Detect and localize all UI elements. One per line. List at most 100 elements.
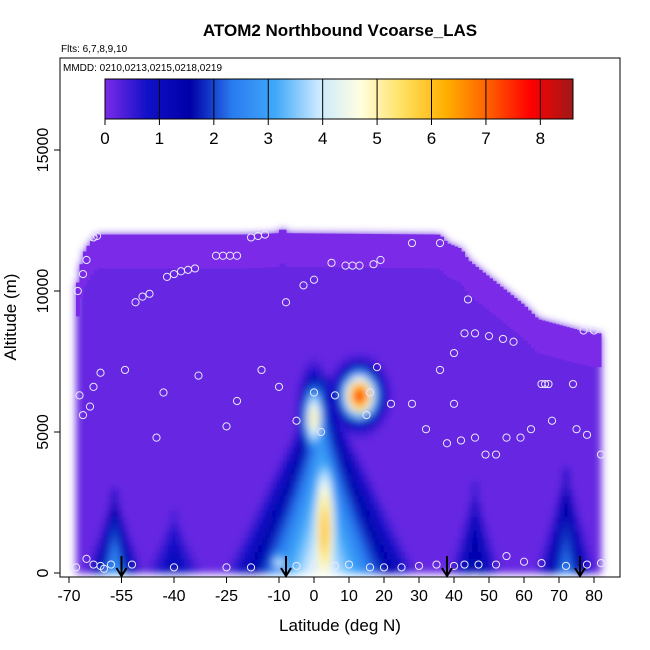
heatmap-cell <box>149 417 154 426</box>
heatmap-cell <box>429 410 434 419</box>
heatmap-cell <box>167 537 171 546</box>
heatmap-cell <box>244 389 248 398</box>
heatmap-cell <box>240 354 245 362</box>
heatmap-cell <box>401 509 406 518</box>
heatmap-cell <box>111 446 115 454</box>
heatmap-cell <box>321 558 325 567</box>
heatmap-cell <box>352 291 357 299</box>
heatmap-cell <box>314 488 318 496</box>
heatmap-cell <box>258 319 262 327</box>
heatmap-cell <box>282 283 287 292</box>
heatmap-cell <box>209 474 213 482</box>
heatmap-cell <box>230 389 234 398</box>
heatmap-cell <box>100 417 105 426</box>
heatmap-cell <box>205 509 210 518</box>
heatmap-cell <box>384 424 388 433</box>
heatmap-cell <box>293 269 297 278</box>
heatmap-cell <box>128 269 133 278</box>
heatmap-cell <box>223 396 227 405</box>
heatmap-cell <box>380 410 385 419</box>
heatmap-cell <box>429 446 434 454</box>
heatmap-cell <box>135 424 140 433</box>
heatmap-cell <box>181 432 185 440</box>
heatmap-cell <box>422 333 427 341</box>
heatmap-cell <box>100 333 105 341</box>
heatmap-cell <box>195 396 199 405</box>
heatmap-cell <box>104 403 108 412</box>
heatmap-cell <box>258 467 262 475</box>
heatmap-cell <box>160 333 164 341</box>
heatmap-cell <box>205 530 210 539</box>
heatmap-cell <box>198 446 203 454</box>
heatmap-cell <box>240 396 245 405</box>
heatmap-cell <box>135 565 140 574</box>
heatmap-cell <box>328 269 332 278</box>
heatmap-cell <box>268 439 273 447</box>
heatmap-cell <box>394 453 399 461</box>
heatmap-cell <box>377 481 381 489</box>
heatmap-cell <box>310 551 315 560</box>
heatmap-cell <box>244 516 248 525</box>
heatmap-cell <box>261 368 266 377</box>
heatmap-cell <box>405 368 409 377</box>
heatmap-cell <box>233 417 238 426</box>
heatmap-cell <box>289 410 294 419</box>
heatmap-cell <box>163 361 168 370</box>
heatmap-cell <box>317 312 322 320</box>
heatmap-cell <box>265 551 269 560</box>
heatmap-cell <box>226 410 231 419</box>
heatmap-cell <box>415 382 420 391</box>
heatmap-cell <box>160 516 164 525</box>
heatmap-cell <box>90 389 94 398</box>
heatmap-cell <box>181 551 185 560</box>
heatmap-cell <box>359 410 364 419</box>
heatmap-cell <box>265 389 269 398</box>
heatmap-cell <box>223 523 227 532</box>
heatmap-cell <box>212 516 217 525</box>
heatmap-cell <box>212 276 217 285</box>
heatmap-cell <box>335 305 339 313</box>
heatmap-cell <box>415 361 420 370</box>
heatmap-cell <box>240 446 245 454</box>
heatmap-cell <box>338 446 343 454</box>
heatmap-cell <box>426 530 430 539</box>
heatmap-cell <box>422 537 427 546</box>
heatmap-cell <box>79 417 84 426</box>
heatmap-cell <box>405 410 409 419</box>
heatmap-cell <box>342 509 346 518</box>
heatmap-cell <box>328 495 332 503</box>
heatmap-cell <box>156 291 161 299</box>
heatmap-cell <box>156 410 161 419</box>
heatmap-cell <box>212 417 217 426</box>
heatmap-cell <box>356 291 360 299</box>
heatmap-cell <box>237 347 241 355</box>
heatmap-cell <box>177 516 182 525</box>
heatmap-cell <box>422 269 427 278</box>
heatmap-cell <box>380 298 385 306</box>
heatmap-cell <box>244 530 248 539</box>
heatmap-cell <box>415 467 420 475</box>
heatmap-cell <box>139 537 143 546</box>
heatmap-cell <box>181 319 185 327</box>
heatmap-cell <box>356 502 360 511</box>
heatmap-cell <box>433 565 437 574</box>
heatmap-cell <box>296 516 301 525</box>
heatmap-cell <box>387 424 392 433</box>
heatmap-cell <box>202 347 206 355</box>
heatmap-cell <box>324 516 329 525</box>
heatmap-cell <box>279 368 283 377</box>
heatmap-cell <box>107 291 112 299</box>
heatmap-cell <box>401 354 406 362</box>
heatmap-cell <box>205 417 210 426</box>
heatmap-cell <box>188 488 192 496</box>
heatmap-cell <box>212 340 217 348</box>
heatmap-cell <box>244 474 248 482</box>
heatmap-cell <box>370 460 374 468</box>
heatmap-cell <box>317 453 322 461</box>
heatmap-cell <box>181 305 185 313</box>
heatmap-cell <box>233 298 238 306</box>
heatmap-cell <box>219 326 224 334</box>
heatmap-cell <box>184 488 189 496</box>
heatmap-cell <box>97 396 101 405</box>
heatmap-cell <box>198 276 203 285</box>
